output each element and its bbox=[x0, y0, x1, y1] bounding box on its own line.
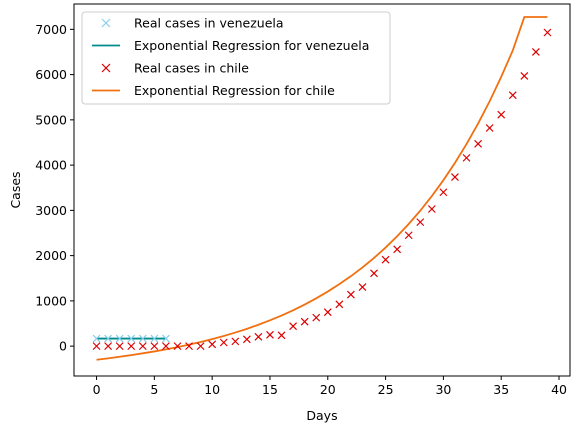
data-point-series-2 bbox=[277, 331, 286, 340]
legend-label-2: Real cases in chile bbox=[134, 61, 249, 76]
data-point-series-2 bbox=[404, 231, 413, 240]
data-point-series-0 bbox=[138, 334, 147, 343]
y-tick-label: 6000 bbox=[35, 67, 67, 82]
data-point-series-2 bbox=[323, 308, 332, 317]
x-tick-label: 30 bbox=[435, 382, 451, 397]
data-point-series-2 bbox=[115, 342, 124, 351]
y-axis-label: Cases bbox=[8, 171, 23, 208]
data-point-series-2 bbox=[393, 245, 402, 254]
data-point-series-2 bbox=[474, 139, 483, 148]
data-point-series-2 bbox=[242, 335, 251, 344]
data-point-series-2 bbox=[370, 269, 378, 278]
legend: Real cases in venezuela Exponential Regre… bbox=[81, 11, 391, 105]
data-point-series-2 bbox=[289, 322, 298, 331]
data-point-series-2 bbox=[185, 342, 193, 351]
y-tick-label: 5000 bbox=[35, 112, 67, 127]
legend-swatch-0 bbox=[101, 18, 111, 28]
data-point-series-2 bbox=[427, 205, 436, 213]
data-point-series-2 bbox=[231, 337, 240, 346]
y-tick-label: 2000 bbox=[35, 248, 67, 263]
x-tick-label: 0 bbox=[93, 382, 101, 397]
data-point-series-0 bbox=[115, 334, 124, 343]
x-axis-label: Days bbox=[306, 408, 337, 423]
series-layer bbox=[92, 16, 552, 361]
data-point-series-0 bbox=[92, 334, 101, 343]
legend-label-3: Exponential Regression for chile bbox=[134, 83, 335, 98]
data-point-series-2 bbox=[508, 91, 517, 100]
data-point-series-2 bbox=[161, 342, 170, 351]
data-point-series-2 bbox=[335, 300, 344, 309]
x-tick-label: 15 bbox=[262, 382, 278, 397]
data-point-series-2 bbox=[531, 48, 540, 56]
data-point-series-2 bbox=[92, 342, 101, 351]
data-point-series-2 bbox=[312, 313, 321, 322]
data-point-series-2 bbox=[150, 342, 159, 351]
data-point-series-2 bbox=[254, 332, 263, 341]
data-point-series-0 bbox=[127, 334, 136, 343]
data-point-series-2 bbox=[346, 290, 355, 299]
y-tick-label: 0 bbox=[59, 339, 67, 354]
data-point-series-0 bbox=[150, 334, 159, 343]
y-tick-label: 3000 bbox=[35, 203, 67, 218]
legend-box bbox=[81, 11, 391, 105]
data-point-series-2 bbox=[173, 342, 182, 351]
data-point-series-2 bbox=[416, 218, 425, 227]
x-tick-label: 40 bbox=[551, 382, 567, 397]
x-tick-label: 35 bbox=[493, 382, 509, 397]
data-point-series-2 bbox=[127, 342, 136, 351]
data-point-series-2 bbox=[497, 110, 506, 119]
data-point-series-2 bbox=[300, 317, 309, 326]
legend-label-0: Real cases in venezuela bbox=[134, 16, 284, 31]
y-tick-label: 1000 bbox=[35, 293, 67, 308]
y-tick-label: 4000 bbox=[35, 158, 67, 173]
data-point-series-0 bbox=[161, 334, 170, 343]
data-point-series-2 bbox=[266, 330, 274, 339]
data-point-series-2 bbox=[358, 283, 367, 291]
data-point-series-2 bbox=[439, 188, 448, 197]
x-tick-label: 5 bbox=[150, 382, 158, 397]
x-tick-label: 25 bbox=[378, 382, 394, 397]
data-point-series-2 bbox=[138, 342, 147, 351]
data-point-series-2 bbox=[462, 153, 471, 162]
data-point-series-0 bbox=[104, 334, 113, 343]
data-point-series-2 bbox=[543, 28, 552, 37]
legend-swatch-2 bbox=[101, 63, 111, 73]
series-line-3 bbox=[96, 16, 548, 361]
ticks-layer: 0 5 10 15 20 25 30 35 40 0 1000 2000 3000 4000 5000 600… bbox=[35, 22, 567, 397]
x-tick-label: 10 bbox=[204, 382, 220, 397]
data-point-series-2 bbox=[104, 342, 113, 351]
y-tick-label: 7000 bbox=[35, 22, 67, 37]
data-point-series-2 bbox=[451, 173, 459, 182]
data-point-series-2 bbox=[196, 342, 205, 351]
data-point-series-2 bbox=[219, 338, 228, 347]
legend-label-1: Exponential Regression for venezuela bbox=[134, 38, 369, 53]
x-tick-label: 20 bbox=[320, 382, 336, 397]
data-point-series-2 bbox=[520, 72, 529, 80]
data-point-series-2 bbox=[208, 340, 217, 349]
data-point-series-2 bbox=[485, 124, 494, 132]
data-point-series-2 bbox=[381, 255, 390, 264]
